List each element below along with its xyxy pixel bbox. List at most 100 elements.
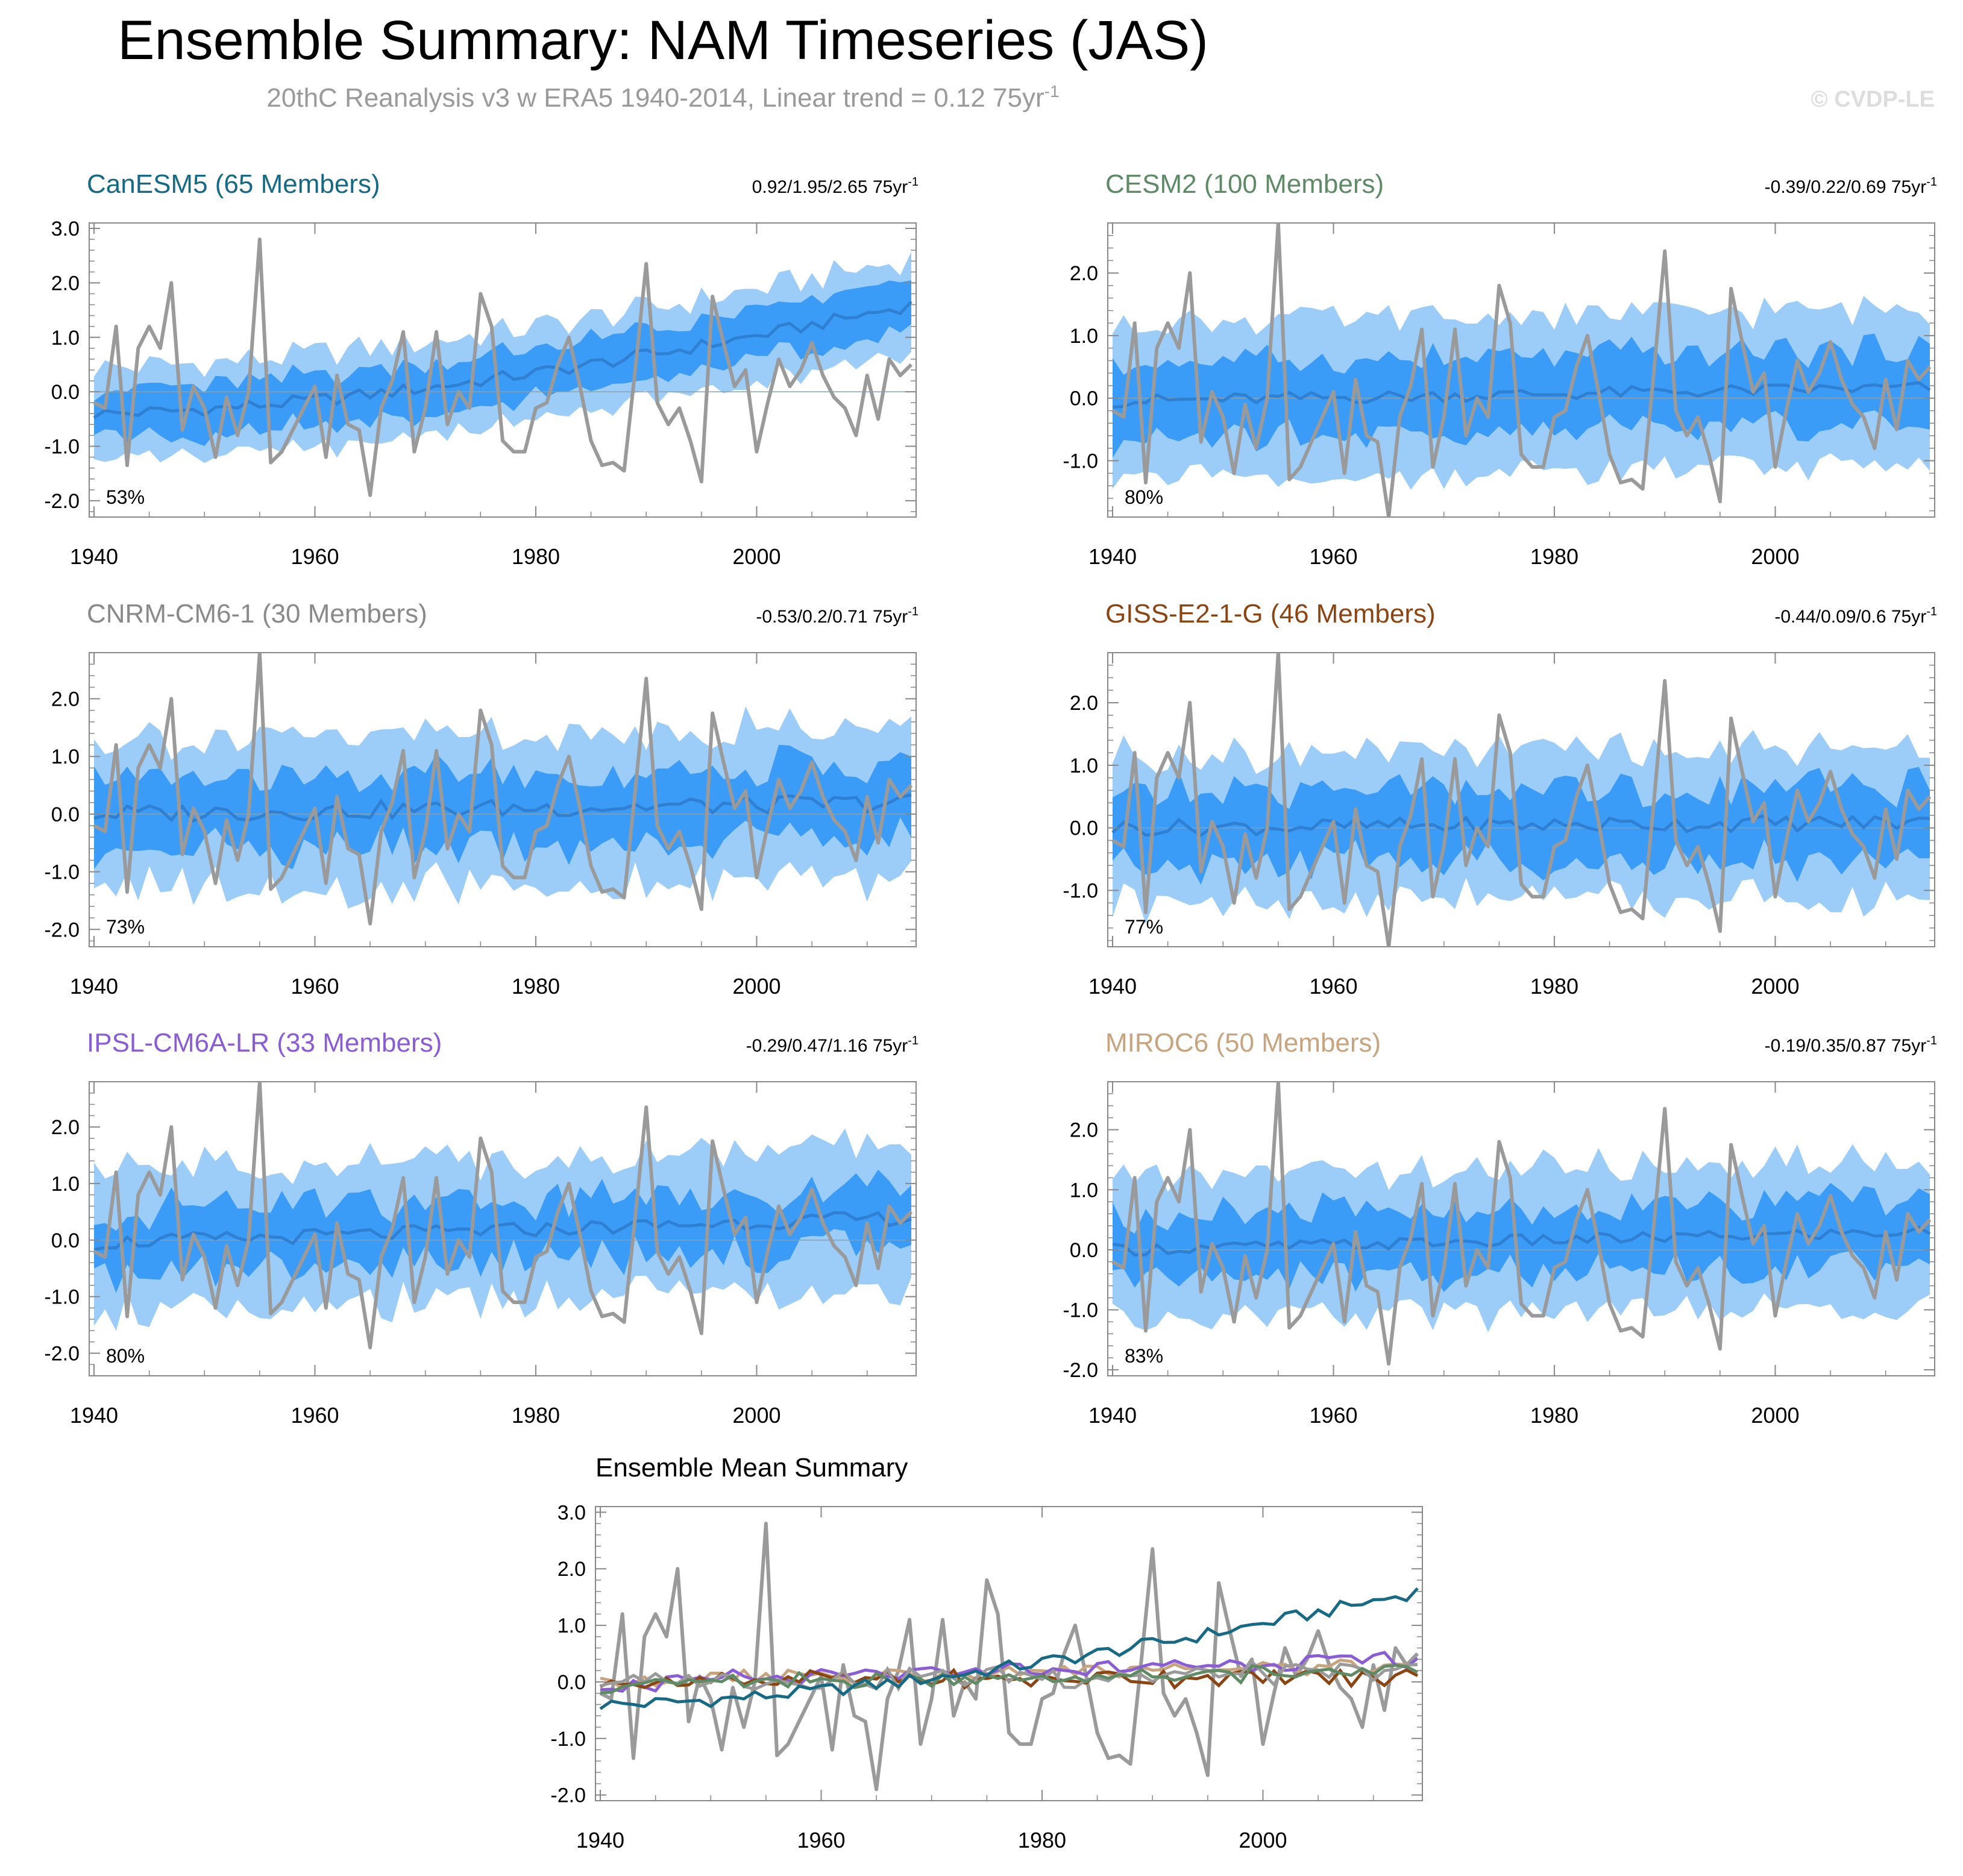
- x-tick-label: 1960: [291, 974, 339, 999]
- ensemble-mean-line-ipsl-cm6a-lr: [600, 1651, 1419, 1693]
- percent-label: 77%: [1125, 916, 1163, 938]
- y-tick-label: -1.0: [44, 861, 80, 884]
- panel-canesm5: CanESM5 (65 Members) 0.92/1.95/2.65 75yr-…: [44, 169, 919, 569]
- observed-line: [93, 237, 913, 497]
- inner-spread-band: [94, 280, 911, 447]
- plot-frame: [1107, 652, 1935, 947]
- y-tick-label: -1.0: [1063, 1299, 1098, 1322]
- y-tick-label: 1.0: [557, 1614, 586, 1637]
- x-tick-label: 1980: [1018, 1828, 1066, 1852]
- x-tick-label: 2000: [1239, 1828, 1287, 1852]
- ensemble-mean-line-cesm2: [600, 1663, 1419, 1695]
- y-tick-label: 0.0: [51, 381, 80, 404]
- plot-area: [89, 237, 916, 497]
- y-tick-label: 1.0: [1070, 754, 1098, 777]
- y-tick-label: 0.0: [51, 1229, 80, 1252]
- ensemble-mean-line: [1111, 814, 1930, 838]
- trend-label: 0.92/1.95/2.65 75yr-1: [752, 175, 919, 197]
- x-tick-label: 1940: [70, 544, 118, 569]
- percent-label: 53%: [106, 486, 145, 508]
- percent-label: 80%: [106, 1345, 145, 1367]
- ensemble-mean-line-canesm5: [599, 1587, 1419, 1710]
- x-tick-label: 1980: [512, 974, 560, 999]
- x-tick-label: 1980: [512, 1403, 560, 1428]
- x-tick-label: 1960: [291, 1403, 339, 1428]
- percent-label: 80%: [1125, 486, 1163, 508]
- y-tick-label: 2.0: [51, 688, 80, 711]
- plot-frame: [1107, 1081, 1935, 1376]
- watermark: © CVDP-LE: [1811, 87, 1935, 112]
- y-tick-label: -1.0: [44, 436, 80, 459]
- y-tick-label: -2.0: [44, 918, 80, 941]
- plot-frame: [89, 652, 917, 947]
- y-tick-label: -2.0: [44, 490, 80, 513]
- y-tick-label: 2.0: [1070, 692, 1098, 715]
- x-tick-label: 1940: [1088, 1403, 1137, 1428]
- x-tick-label: 2000: [1751, 544, 1799, 569]
- plot-area: [1108, 1082, 1935, 1366]
- y-tick-label: -1.0: [1063, 880, 1098, 903]
- y-tick-label: 0.0: [1070, 817, 1098, 840]
- trend-label: -0.44/0.09/0.6 75yr-1: [1774, 605, 1937, 627]
- x-tick-label: 1980: [1530, 544, 1578, 569]
- x-tick-label: 1980: [512, 544, 560, 569]
- trend-label: -0.39/0.22/0.69 75yr-1: [1765, 175, 1937, 197]
- plot-area: [1108, 653, 1935, 947]
- x-tick-label: 1940: [1088, 974, 1137, 999]
- y-tick-label: 1.0: [51, 1173, 80, 1196]
- x-tick-label: 1940: [70, 1403, 118, 1428]
- panel-ensemble-mean-summary: Ensemble Mean Summary -2.0 -1.0 0.0 1.0 2.0 3.…: [550, 1453, 1423, 1852]
- plot-area: [1108, 223, 1935, 517]
- y-tick-label: 2.0: [51, 272, 80, 295]
- figure-title: Ensemble Summary: NAM Timeseries (JAS): [118, 10, 1208, 71]
- y-tick-label: 0.0: [1070, 1239, 1098, 1262]
- panel-title: GISS-E2-1-G (46 Members): [1105, 599, 1436, 629]
- y-tick-label: 1.0: [51, 327, 80, 350]
- y-tick-label: -2.0: [1063, 1359, 1098, 1382]
- observed-line: [1111, 653, 1932, 947]
- panel-miroc6: MIROC6 (50 Members) -0.19/0.35/0.87 75yr-…: [1063, 1028, 1937, 1428]
- percent-label: 73%: [106, 916, 145, 938]
- x-tick-label: 1980: [1530, 974, 1578, 999]
- panel-cnrm-cm6-1: CNRM-CM6-1 (30 Members) -0.53/0.2/0.71 75…: [44, 599, 919, 999]
- observed-line: [1111, 1082, 1932, 1366]
- x-tick-label: 1940: [70, 974, 118, 999]
- y-tick-label: -1.0: [1063, 450, 1098, 473]
- panel-giss-e2-1-g: GISS-E2-1-G (46 Members) -0.44/0.09/0.6 7…: [1063, 599, 1937, 999]
- panel-title: CESM2 (100 Members): [1105, 169, 1384, 199]
- plot-area: [599, 1522, 1419, 1792]
- plot-area: [89, 1082, 916, 1350]
- panel-title: IPSL-CM6A-LR (33 Members): [87, 1028, 442, 1058]
- y-tick-label: 0.0: [557, 1671, 586, 1694]
- panel-ipsl-cm6a-lr: IPSL-CM6A-LR (33 Members) -0.29/0.47/1.16…: [44, 1028, 919, 1428]
- observed-line: [1111, 223, 1932, 517]
- y-tick-label: 0.0: [51, 803, 80, 826]
- plot-frame: [595, 1506, 1423, 1801]
- y-tick-label: 2.0: [1070, 262, 1098, 285]
- x-tick-label: 2000: [732, 1403, 780, 1428]
- y-tick-label: -1.0: [44, 1286, 80, 1309]
- y-tick-label: 3.0: [557, 1501, 586, 1524]
- y-tick-label: 1.0: [51, 745, 80, 768]
- x-tick-label: 2000: [1751, 1403, 1799, 1428]
- x-tick-label: 1960: [1309, 1403, 1357, 1428]
- y-tick-label: -1.0: [550, 1728, 586, 1751]
- x-tick-label: 1960: [1309, 974, 1357, 999]
- x-tick-label: 2000: [732, 544, 780, 569]
- x-tick-label: 1940: [1088, 544, 1137, 569]
- figure-subtitle: 20thC Reanalysis v3 w ERA5 1940-2014, Li…: [266, 82, 1059, 113]
- y-tick-label: 0.0: [1070, 387, 1098, 410]
- plot-frame: [1107, 222, 1935, 518]
- y-tick-label: -2.0: [550, 1784, 586, 1807]
- plot-area: [89, 653, 916, 926]
- trend-label: -0.29/0.47/1.16 75yr-1: [746, 1034, 919, 1056]
- y-tick-label: 2.0: [1070, 1119, 1098, 1142]
- panel-title: Ensemble Mean Summary: [595, 1453, 908, 1482]
- panel-title: MIROC6 (50 Members): [1105, 1028, 1381, 1058]
- x-tick-label: 1980: [1530, 1403, 1578, 1428]
- observed-line: [599, 1522, 1419, 1792]
- panel-cesm2: CESM2 (100 Members) -0.39/0.22/0.69 75yr-…: [1063, 169, 1937, 569]
- panel-title: CNRM-CM6-1 (30 Members): [87, 599, 427, 629]
- x-tick-label: 1960: [291, 544, 339, 569]
